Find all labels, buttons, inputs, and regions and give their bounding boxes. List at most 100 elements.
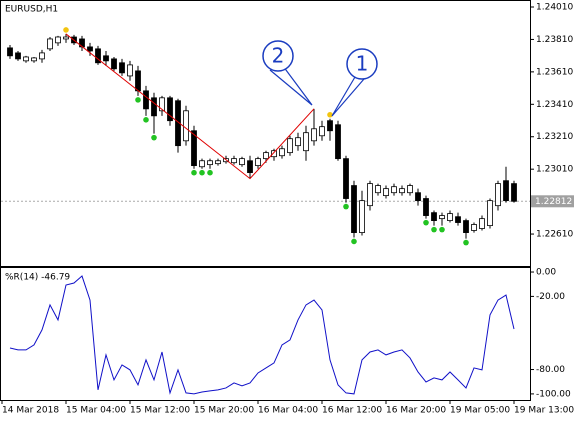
y-tick-label: 1.23410 (536, 100, 573, 110)
upper-fractal (63, 27, 69, 33)
candle-body (215, 160, 221, 165)
x-tick-label: 14 Mar 2018 (2, 406, 59, 416)
wpr-line (9, 275, 515, 395)
candle-body (375, 185, 381, 194)
lower-fractal (151, 134, 157, 141)
lower-fractal (191, 169, 197, 176)
callout-tail (331, 76, 365, 117)
upper-fractal (327, 111, 333, 118)
indicator-panel (0, 267, 531, 401)
lower-fractal (423, 219, 429, 226)
candle-body (183, 110, 189, 142)
candle-body (439, 215, 445, 220)
callout-tail (269, 65, 313, 106)
x-tick-label: 16 Mar 12:00 (322, 406, 382, 416)
y-tick-label: 0.00 (536, 268, 556, 278)
candle-body (191, 130, 197, 167)
chart-title: EURUSD,H1 (5, 5, 58, 15)
candle-body (151, 97, 157, 117)
candle-body (63, 36, 69, 40)
candle-body (359, 200, 365, 233)
candle-body (167, 97, 173, 122)
candle-body (447, 213, 453, 221)
callout-label: 2 (272, 44, 285, 68)
x-tick-label: 19 Mar 13:00 (514, 406, 574, 416)
candle-body (143, 90, 149, 110)
lower-fractal (439, 226, 445, 233)
x-tick-label: 16 Mar 20:00 (386, 406, 446, 416)
callout-label: 1 (356, 52, 369, 76)
current-price-box (531, 195, 574, 208)
zigzag-line (65, 33, 315, 180)
lower-fractal (463, 239, 469, 246)
y-tick-label: -20.00 (536, 292, 565, 302)
candle-body (335, 124, 341, 160)
candle-body (455, 216, 461, 223)
y-tick-label: 1.23210 (536, 132, 573, 142)
candle-body (47, 38, 53, 50)
candle-body (479, 218, 485, 229)
candle-body (55, 36, 61, 44)
candle-body (343, 158, 349, 199)
candle-body (495, 183, 501, 207)
candle-body (511, 183, 517, 202)
candle-body (231, 158, 237, 164)
y-tick-label: 1.23610 (536, 67, 573, 77)
candle-body (319, 126, 325, 137)
plot: 1.24010 1.23810 1.23610 1.23410 1.23210 1.230… (1, 3, 574, 416)
candle-body (247, 160, 253, 173)
x-tick-label: 15 Mar 12:00 (130, 406, 190, 416)
candle-body (207, 160, 213, 166)
candle-body (391, 186, 397, 194)
candle-body (23, 56, 29, 62)
candle-body (295, 137, 301, 147)
callout-2: 2 (262, 40, 313, 106)
candle-body (199, 160, 205, 168)
x-tick-label: 16 Mar 04:00 (258, 406, 318, 416)
candle-body (287, 138, 293, 154)
candle-body (279, 148, 285, 157)
candle-body (87, 46, 93, 52)
x-tick-label: 15 Mar 20:00 (194, 406, 254, 416)
candle-body (431, 212, 437, 221)
lower-fractal (207, 169, 213, 176)
candle-body (135, 70, 141, 92)
y-tick-label: -100.00 (536, 389, 571, 399)
lower-fractal (343, 203, 349, 210)
candle-body (239, 158, 245, 166)
candle-body (503, 180, 509, 202)
current-price-label: 1.22812 (535, 197, 572, 207)
lower-fractal (143, 117, 149, 123)
y-tick-label: 1.22610 (536, 230, 573, 240)
candle-body (271, 150, 277, 158)
candle-body (175, 100, 181, 147)
candle-body (423, 198, 429, 216)
y-tick-label: 1.23810 (536, 35, 573, 45)
candle-body (327, 120, 333, 132)
callout-1: 1 (331, 48, 378, 117)
candle-body (367, 183, 373, 207)
candle-body (487, 200, 493, 227)
candle-body (111, 58, 117, 70)
candle-body (255, 158, 261, 167)
candle-body (399, 188, 405, 194)
candle-body (7, 47, 13, 57)
y-tick-label: 1.24010 (536, 3, 573, 13)
candle-body (351, 185, 357, 233)
lower-fractal (199, 169, 205, 176)
callout-circle (346, 48, 378, 80)
candle-body (383, 188, 389, 197)
lower-fractal (351, 238, 357, 245)
candle-body (15, 52, 21, 60)
candle-body (159, 97, 165, 112)
candle-body (127, 64, 133, 77)
y-tick-label: -80.00 (536, 365, 565, 375)
candle-body (471, 224, 477, 231)
indicator-title: %R(14) -46.79 (5, 273, 70, 283)
lower-fractal (135, 97, 141, 103)
candle-body (31, 57, 37, 62)
x-tick-label: 15 Mar 04:00 (66, 406, 126, 416)
callout-circle (262, 40, 294, 72)
candle-body (103, 55, 109, 62)
